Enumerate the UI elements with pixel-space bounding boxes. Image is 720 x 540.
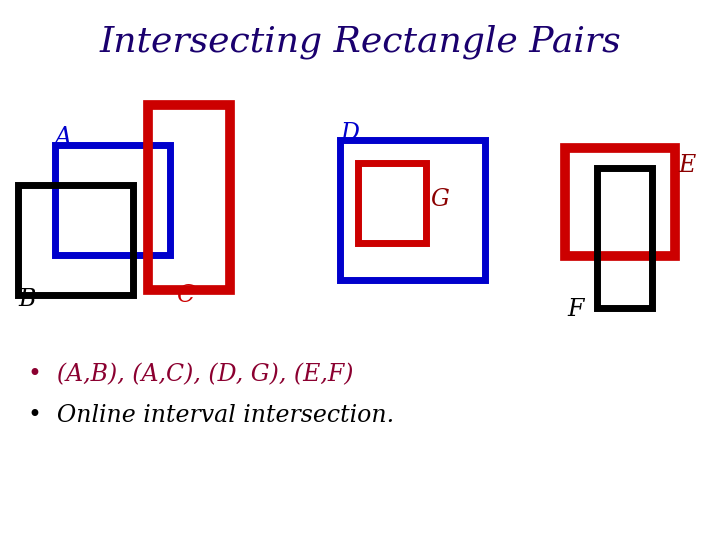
Bar xyxy=(18,185,133,295)
Bar xyxy=(565,148,675,256)
Text: D: D xyxy=(340,122,359,145)
Text: E: E xyxy=(678,153,696,177)
Text: A: A xyxy=(55,126,72,150)
Bar xyxy=(597,168,652,308)
Bar xyxy=(340,140,485,280)
Bar xyxy=(55,145,170,255)
Text: •  Online interval intersection.: • Online interval intersection. xyxy=(28,403,394,427)
Text: Intersecting Rectangle Pairs: Intersecting Rectangle Pairs xyxy=(99,25,621,59)
Text: B: B xyxy=(18,288,35,312)
Bar xyxy=(358,163,426,243)
Bar xyxy=(148,105,230,290)
Text: C: C xyxy=(176,284,194,307)
Text: F: F xyxy=(567,299,583,321)
Text: •  (A,B), (A,C), (D, G), (E,F): • (A,B), (A,C), (D, G), (E,F) xyxy=(28,363,354,387)
Text: G: G xyxy=(430,188,449,212)
